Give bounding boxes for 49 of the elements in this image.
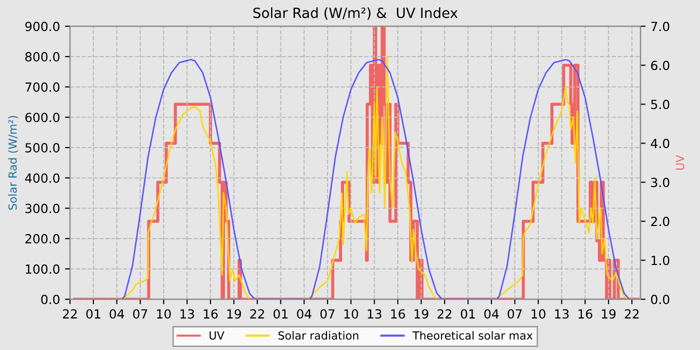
y2-tick-label: 2.0 (651, 216, 670, 226)
x-tick-label: 22 (438, 309, 452, 318)
legend-label: Solar radiation (278, 331, 358, 340)
x-tick-label: 04 (110, 309, 124, 319)
x-tick-label: 22 (62, 309, 77, 318)
y-tick-label: 300.0 (25, 204, 60, 214)
x-tick-label: 04 (297, 309, 312, 319)
x-tick-label: 07 (320, 309, 334, 319)
x-tick-label: 16 (578, 309, 592, 319)
x-tick-label: 10 (532, 309, 546, 319)
x-tick-label: 10 (344, 309, 358, 319)
x-tick-label: 13 (555, 309, 569, 319)
x-tick-label: 01 (460, 309, 475, 319)
y2-axis-title: UV (676, 154, 684, 170)
x-tick-label: 16 (391, 309, 405, 319)
y2-tick-label: 1.0 (652, 256, 670, 266)
x-tick-label: 10 (157, 309, 171, 319)
x-tick-label: 19 (602, 309, 616, 319)
y-tick-label: 500.0 (25, 143, 60, 153)
x-tick-label: 13 (368, 309, 382, 319)
y-tick-label: 100.0 (26, 264, 60, 274)
x-tick-label: 19 (414, 309, 428, 319)
x-tick-label: 19 (227, 309, 241, 319)
y-tick-label: 0.0 (41, 294, 60, 304)
y-axis-title: Solar Rad (W/m²) (8, 116, 18, 210)
y2-tick-label: 7.0 (651, 22, 670, 32)
y-tick-label: 900.0 (25, 22, 60, 32)
y-tick-label: 800.0 (25, 52, 60, 62)
y-tick-label: 600.0 (25, 112, 60, 122)
y2-tick-label: 0.0 (651, 294, 670, 304)
x-tick-label: 01 (86, 309, 100, 319)
y-tick-label: 200.0 (25, 234, 60, 244)
legend-label: UV (210, 331, 224, 340)
x-tick-label: 01 (274, 309, 288, 319)
x-tick-label: 04 (484, 309, 499, 319)
x-tick-label: 13 (180, 309, 194, 319)
x-tick-label: 22 (250, 309, 264, 318)
y-tick-label: 400.0 (25, 173, 60, 183)
y2-tick-label: 5.0 (651, 100, 670, 110)
x-tick-label: 22 (624, 309, 639, 318)
x-tick-label: 07 (133, 309, 148, 319)
legend-label: Theoretical solar max (412, 331, 533, 340)
y2-tick-label: 3.0 (651, 178, 670, 188)
y2-tick-label: 4.0 (650, 138, 670, 148)
y-tick-label: 700.0 (26, 82, 60, 92)
chart-title: Solar Rad (W/m²) & UV Index (253, 7, 458, 20)
y2-tick-label: 6.0 (651, 60, 670, 70)
x-tick-label: 16 (204, 309, 218, 319)
x-tick-label: 07 (508, 309, 522, 319)
